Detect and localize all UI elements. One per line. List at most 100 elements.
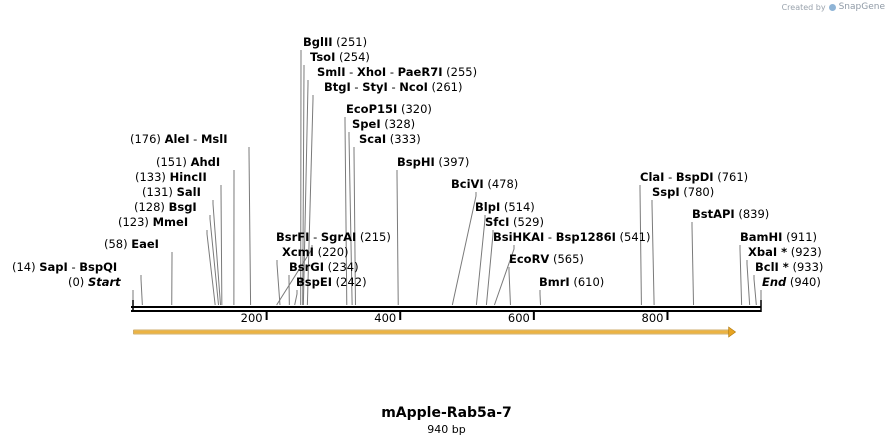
enzyme-label[interactable]: BspEI (242) [296, 275, 367, 289]
leader-line [276, 260, 281, 306]
site-position: (541) [616, 230, 651, 244]
enzyme-name: MmeI [153, 215, 189, 229]
enzyme-separator: - [190, 132, 201, 146]
enzyme-label[interactable]: BlpI (514) [475, 200, 535, 214]
enzyme-name: XhoI [357, 65, 386, 79]
site-position: (133) [135, 170, 170, 184]
enzyme-label[interactable]: SfcI (529) [485, 215, 544, 229]
enzyme-name: SmlI [317, 65, 346, 79]
enzyme-name: BamHI [740, 230, 782, 244]
enzyme-label[interactable]: (176) AleI - MslI [130, 132, 228, 146]
site-position: (255) [443, 65, 478, 79]
leader-line [206, 230, 216, 306]
enzyme-name: Bsp1286I [556, 230, 616, 244]
leader-line [691, 222, 695, 306]
site-position: (251) [333, 35, 368, 49]
enzyme-label[interactable]: BtgI - StyI - NcoI (261) [324, 80, 463, 94]
enzyme-label[interactable]: BciVI (478) [451, 177, 518, 191]
leader-line [639, 185, 642, 306]
site-position: (940) [786, 275, 821, 289]
enzyme-name: BciVI [451, 177, 484, 191]
leader-line [302, 65, 305, 306]
enzyme-name: MslI [201, 132, 228, 146]
ruler-ticks: 200 400 600 800 [132, 300, 762, 325]
leader-line [651, 200, 655, 306]
site-position: (215) [356, 230, 391, 244]
enzyme-label[interactable]: BstAPI (839) [692, 207, 769, 221]
enzyme-separator: - [388, 80, 399, 94]
enzyme-name: PaeR7I [398, 65, 443, 79]
ruler-label: 400 [374, 311, 396, 325]
enzyme-label[interactable]: SspI (780) [652, 185, 714, 199]
leader-line [212, 200, 222, 306]
leader-line [485, 230, 494, 306]
enzyme-separator: - [68, 260, 79, 274]
enzyme-label[interactable]: SpeI (328) [352, 117, 415, 131]
leader-line [508, 267, 511, 306]
leader-line [739, 245, 743, 306]
leader-line [344, 117, 348, 306]
site-position: (176) [130, 132, 165, 146]
site-position: (761) [714, 170, 749, 184]
enzyme-name: BspHI [397, 155, 435, 169]
enzyme-name: EaeI [131, 237, 159, 251]
enzyme-label[interactable]: BglII (251) [303, 35, 367, 49]
enzyme-name: SgrAI [321, 230, 356, 244]
enzyme-name: BsgI [169, 200, 197, 214]
site-position: (58) [104, 237, 131, 251]
enzyme-label[interactable]: (14) SapI - BspQI [12, 260, 117, 274]
site-position: (220) [314, 245, 349, 259]
enzyme-label[interactable]: BsrGI (234) [289, 260, 359, 274]
enzyme-label[interactable]: BclI * (933) [755, 260, 823, 274]
enzyme-label[interactable]: BmrI (610) [539, 275, 604, 289]
enzyme-label[interactable]: EcoRV (565) [509, 252, 584, 266]
leader-line [302, 80, 309, 306]
enzyme-name: ClaI [640, 170, 664, 184]
ruler-label: 200 [241, 311, 263, 325]
enzyme-label[interactable]: (133) HincII [135, 170, 207, 184]
enzyme-name: BsrFI [276, 230, 309, 244]
enzyme-label[interactable]: BamHI (911) [740, 230, 817, 244]
enzyme-label[interactable]: XbaI * (923) [748, 245, 822, 259]
site-position: (478) [484, 177, 519, 191]
leader-line [220, 185, 223, 306]
enzyme-label[interactable]: BsiHKAI - Bsp1286I (541) [493, 230, 650, 244]
sequence-backbone [131, 306, 761, 312]
enzyme-label[interactable]: End (940) [762, 275, 821, 289]
site-position: (911) [782, 230, 817, 244]
enzyme-label[interactable]: ScaI (333) [359, 132, 421, 146]
snapgene-credit: Created by SnapGene [782, 2, 885, 12]
enzyme-label[interactable]: XcmI (220) [282, 245, 349, 259]
feature-arrow[interactable] [133, 326, 737, 338]
enzyme-name: BglII [303, 35, 333, 49]
enzyme-label[interactable]: BsrFI - SgrAI (215) [276, 230, 391, 244]
enzyme-label[interactable]: (131) SalI [142, 185, 201, 199]
enzyme-label[interactable]: TsoI (254) [310, 50, 370, 64]
site-position: (933) [789, 260, 824, 274]
leader-line [248, 147, 252, 306]
enzyme-label[interactable]: BspHI (397) [397, 155, 469, 169]
site-position: (14) [12, 260, 39, 274]
enzyme-name: BmrI [539, 275, 570, 289]
site-position: (610) [570, 275, 605, 289]
enzyme-label[interactable]: (151) AhdI [156, 155, 220, 169]
leader-line [209, 215, 220, 306]
enzyme-label[interactable]: ClaI - BspDI (761) [640, 170, 748, 184]
enzyme-label[interactable]: EcoP15I (320) [346, 102, 432, 116]
enzyme-name: EcoRV [509, 252, 549, 266]
site-position: (320) [397, 102, 432, 116]
enzyme-label[interactable]: (0) Start [68, 275, 121, 289]
leader-line [746, 260, 751, 306]
enzyme-label[interactable]: (58) EaeI [104, 237, 159, 251]
enzyme-label[interactable]: (123) MmeI [118, 215, 188, 229]
enzyme-name: BlpI [475, 200, 500, 214]
site-position: (529) [509, 215, 544, 229]
site-position: (397) [435, 155, 470, 169]
enzyme-name: StyI [362, 80, 388, 94]
sequence-title: mApple-Rab5a-7 [381, 405, 512, 421]
enzyme-name: BspEI [296, 275, 332, 289]
enzyme-label[interactable]: (128) BsgI [134, 200, 197, 214]
enzyme-separator: - [386, 65, 397, 79]
enzyme-separator: - [544, 230, 555, 244]
enzyme-label[interactable]: SmlI - XhoI - PaeR7I (255) [317, 65, 477, 79]
